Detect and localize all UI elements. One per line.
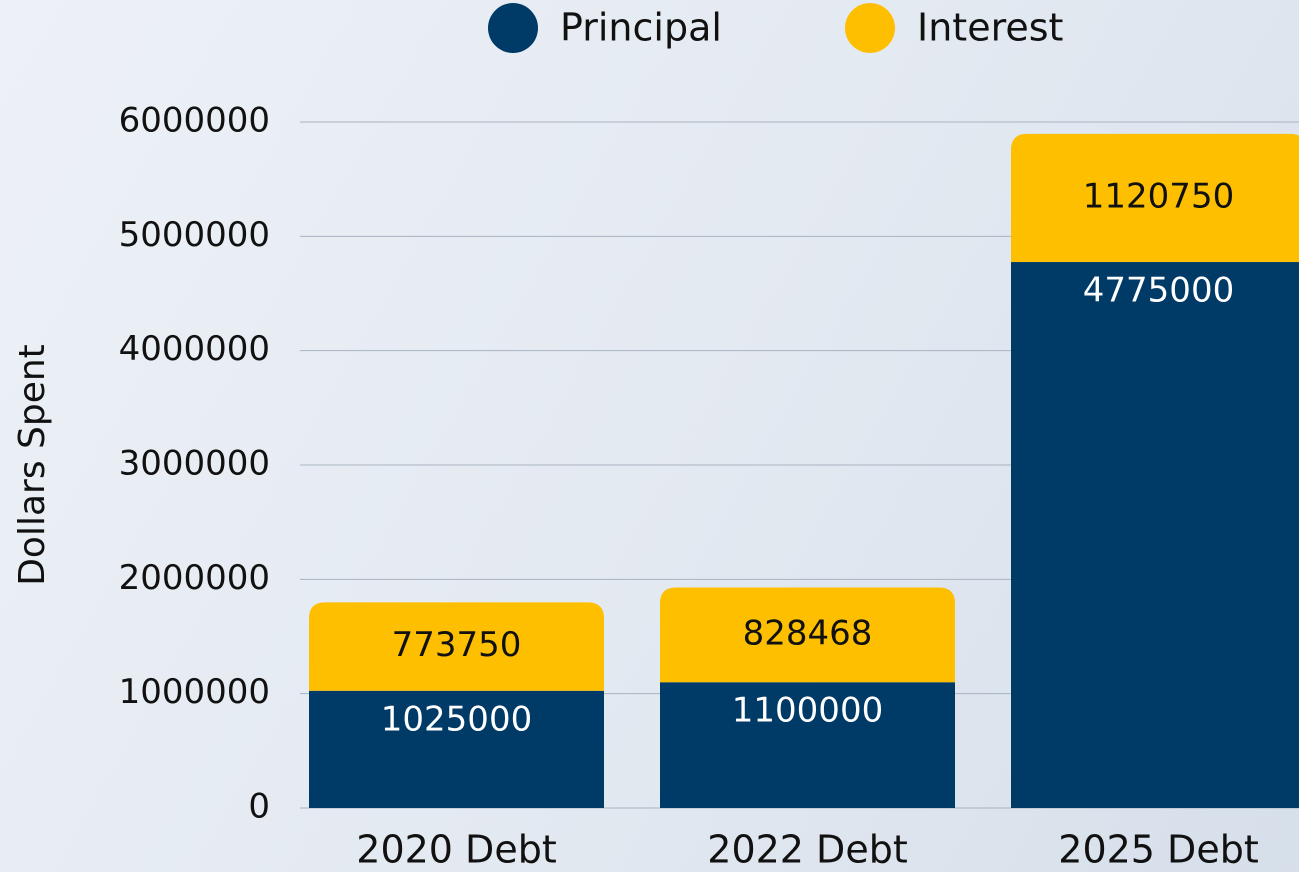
data-label: 1120750 bbox=[1083, 176, 1234, 216]
x-tick-label: 2025 Debt bbox=[1058, 828, 1258, 872]
bar-segment bbox=[309, 602, 604, 691]
legend-label: Interest bbox=[917, 6, 1063, 50]
y-tick-label: 3000000 bbox=[119, 444, 270, 484]
y-tick-label: 0 bbox=[248, 787, 270, 827]
y-tick-label: 4000000 bbox=[119, 329, 270, 369]
bar-segment bbox=[309, 690, 604, 808]
data-label: 1025000 bbox=[381, 699, 532, 739]
data-label: 1100000 bbox=[732, 691, 883, 731]
bar-segment bbox=[660, 682, 955, 808]
y-tick-label: 6000000 bbox=[119, 101, 270, 141]
x-tick-label: 2020 Debt bbox=[356, 828, 556, 872]
bar-segment bbox=[660, 587, 955, 683]
data-label: 4775000 bbox=[1083, 271, 1234, 311]
y-tick-label: 2000000 bbox=[119, 558, 270, 598]
bar-segment bbox=[1011, 133, 1299, 263]
legend-label: Principal bbox=[560, 6, 722, 50]
y-tick-label: 1000000 bbox=[119, 672, 270, 712]
x-tick-label: 2022 Debt bbox=[707, 828, 907, 872]
bar-segment bbox=[1011, 262, 1299, 808]
data-label: 828468 bbox=[743, 613, 873, 653]
legend-swatch bbox=[845, 3, 895, 53]
y-axis-title: Dollars Spent bbox=[12, 344, 53, 586]
data-label: 773750 bbox=[392, 625, 522, 665]
legend-swatch bbox=[488, 3, 538, 53]
y-tick-label: 5000000 bbox=[119, 215, 270, 255]
